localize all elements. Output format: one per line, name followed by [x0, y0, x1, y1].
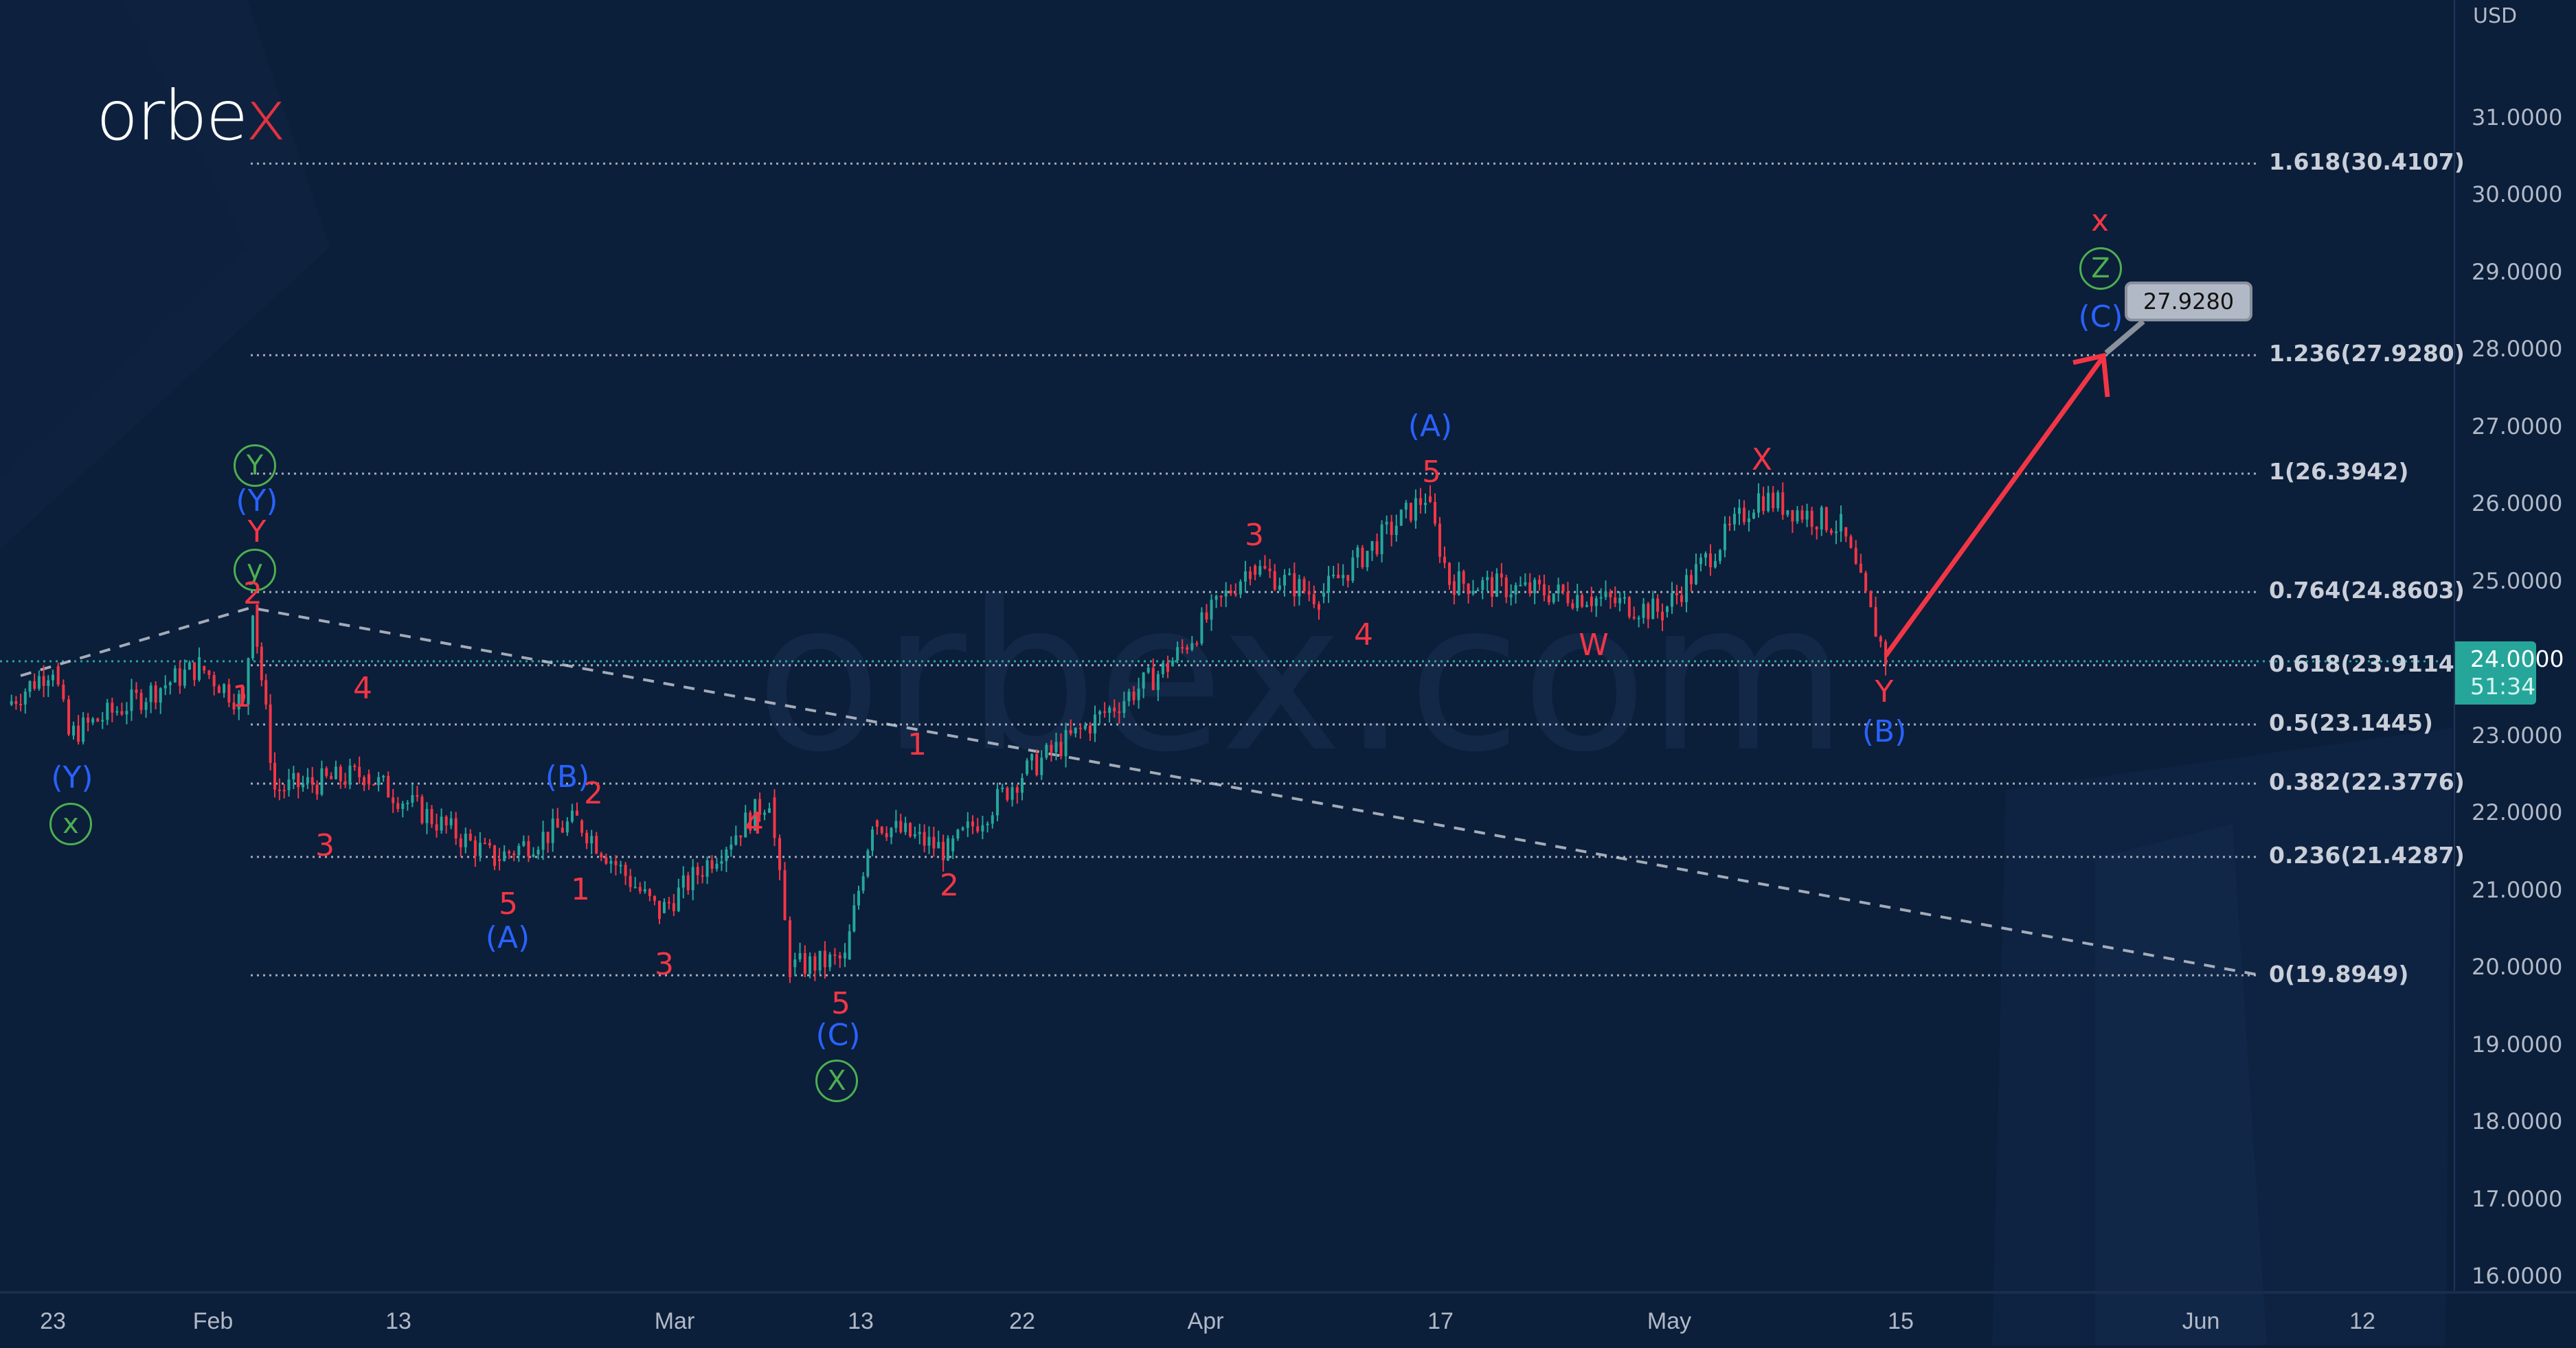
- price-tick: 20.0000: [2472, 954, 2563, 980]
- wave-label: (C): [2078, 299, 2123, 334]
- price-tick: 18.0000: [2472, 1108, 2563, 1134]
- time-tick: Apr: [1187, 1308, 1224, 1334]
- bar-countdown: 51:34: [2470, 673, 2536, 700]
- time-tick: 15: [1888, 1308, 1914, 1334]
- fib-label-0382: 0.382(22.3776): [2269, 768, 2465, 795]
- wave-label: (B): [545, 759, 590, 795]
- wave-label: (B): [1862, 714, 1907, 749]
- price-tick: 29.0000: [2472, 259, 2563, 285]
- wave-label: 4: [353, 671, 372, 706]
- price-tick: 22.0000: [2472, 799, 2563, 825]
- price-axis[interactable]: [2454, 0, 2576, 1291]
- current-price-value: 24.0000: [2470, 646, 2564, 672]
- target-price-callout: 27.9280: [2125, 282, 2252, 321]
- fib-label-1: 1(26.3942): [2269, 458, 2409, 485]
- wave-label: 5: [831, 986, 850, 1021]
- price-tick: 27.0000: [2472, 413, 2563, 439]
- wave-label: 1: [571, 872, 590, 907]
- projection-arrow: [1884, 356, 2104, 658]
- time-axis[interactable]: [0, 1291, 2576, 1348]
- callout-pointer: [2104, 319, 2145, 356]
- wave-label: Y: [247, 514, 267, 549]
- wave-label: 3: [1245, 518, 1264, 553]
- fibonacci-lines: [251, 162, 2257, 976]
- wave-label: 1: [232, 679, 251, 714]
- price-tick: 19.0000: [2472, 1031, 2563, 1058]
- fib-label-1236: 1.236(27.9280): [2269, 340, 2465, 367]
- price-tick: 25.0000: [2472, 568, 2563, 594]
- price-tick: 16.0000: [2472, 1263, 2563, 1289]
- time-tick: 17: [1427, 1308, 1454, 1334]
- fib-label-0618: 0.618(23.9114): [2269, 650, 2465, 677]
- current-price-tag: 24.0000 51:34: [2455, 641, 2564, 705]
- fib-label-05: 0.5(23.1445): [2269, 709, 2433, 736]
- price-tick: 21.0000: [2472, 877, 2563, 903]
- wave-label: X: [1751, 442, 1773, 477]
- watermark-text: orbex.com: [756, 558, 1848, 797]
- fib-label-1618: 1.618(30.4107): [2269, 148, 2465, 175]
- orbex-logo: orbex: [96, 76, 286, 156]
- projection-arrowhead: [2072, 352, 2110, 398]
- time-tick: Mar: [654, 1308, 695, 1334]
- wave-label: 3: [655, 947, 674, 982]
- wave-label: 2: [584, 776, 603, 811]
- wave-label-circled: Z: [2079, 247, 2122, 290]
- wave-label-circled: X: [815, 1060, 858, 1102]
- wave-label: (C): [815, 1018, 861, 1053]
- time-tick: Feb: [192, 1308, 234, 1334]
- fib-label-0: 0(19.8949): [2269, 961, 2409, 987]
- wave-label: (A): [485, 920, 530, 955]
- time-tick: 12: [2349, 1308, 2375, 1334]
- price-tick: 17.0000: [2472, 1186, 2563, 1212]
- wave-label: 4: [745, 806, 764, 841]
- candles: [10, 482, 1887, 983]
- wave-label: W: [1579, 628, 1609, 663]
- price-tick: 26.0000: [2472, 490, 2563, 516]
- wave-label: (Y): [51, 760, 93, 795]
- time-tick: 13: [385, 1308, 411, 1334]
- time-tick: Jun: [2182, 1308, 2220, 1334]
- wave-label: 2: [243, 576, 262, 611]
- fib-label-0236: 0.236(21.4287): [2269, 842, 2465, 869]
- time-tick: May: [1647, 1308, 1692, 1334]
- time-tick: 22: [1009, 1308, 1035, 1334]
- time-tick: 13: [848, 1308, 874, 1334]
- trend-line: [20, 606, 2261, 976]
- time-tick: 23: [40, 1308, 66, 1334]
- price-tick: 23.0000: [2472, 722, 2563, 749]
- currency-label: USD: [2473, 4, 2518, 28]
- wave-label: x: [2090, 203, 2110, 238]
- fib-label-0764: 0.764(24.8603): [2269, 577, 2465, 604]
- price-tick: 28.0000: [2472, 336, 2563, 362]
- wave-label: Y: [1875, 674, 1894, 709]
- wave-label: 2: [940, 868, 959, 903]
- wave-label: 1: [907, 727, 927, 762]
- price-tick: 31.0000: [2472, 104, 2563, 130]
- wave-label: (A): [1408, 409, 1453, 444]
- wave-label-circled: y: [234, 549, 276, 591]
- price-chart[interactable]: [0, 0, 2454, 1291]
- wave-label: (Y): [236, 483, 278, 518]
- wave-label: 3: [315, 828, 335, 863]
- wave-label-circled: x: [49, 803, 92, 845]
- price-tick: 30.0000: [2472, 181, 2563, 207]
- wave-label: 5: [499, 887, 518, 922]
- wave-label: 5: [1422, 455, 1441, 490]
- wave-label-circled: Y: [234, 444, 276, 487]
- wave-label: 4: [1354, 617, 1373, 652]
